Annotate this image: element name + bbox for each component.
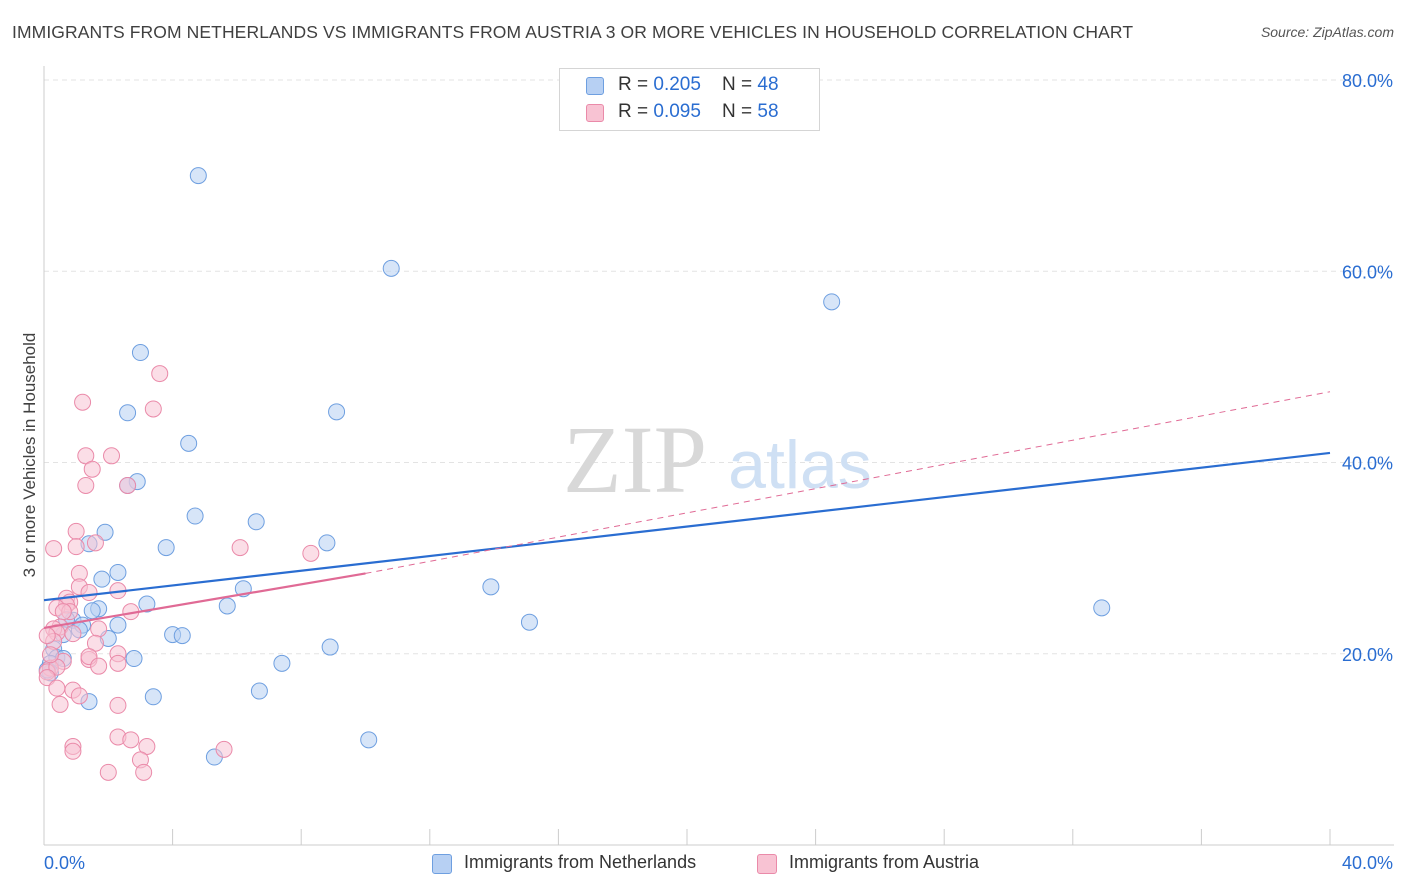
- netherlands-point: [823, 293, 841, 311]
- austria-point: [70, 687, 88, 705]
- netherlands-point: [218, 597, 236, 615]
- watermark-zip: ZIP: [563, 406, 707, 513]
- netherlands-point: [109, 563, 127, 581]
- netherlands-point: [119, 404, 137, 422]
- austria-point: [54, 603, 72, 621]
- austria-point: [144, 400, 162, 418]
- austria-n-label: N =: [722, 101, 758, 122]
- austria-r-label: R =: [618, 101, 654, 122]
- austria-point: [51, 695, 69, 713]
- netherlands-point: [321, 638, 339, 656]
- trend-lines: [43, 391, 1331, 630]
- netherlands-n-label: N =: [722, 74, 758, 95]
- netherlands-point: [131, 344, 149, 362]
- netherlands-point: [1093, 599, 1111, 617]
- austria-point: [45, 540, 63, 558]
- netherlands-point: [273, 654, 291, 672]
- austria-point: [122, 731, 140, 749]
- netherlands-point: [96, 523, 114, 541]
- y-tick-label: 60.0%: [1342, 262, 1393, 282]
- axes: [43, 66, 1394, 846]
- data-points: [38, 167, 1111, 781]
- netherlands-point: [382, 259, 400, 277]
- chart-title: IMMIGRANTS FROM NETHERLANDS VS IMMIGRANT…: [12, 22, 1134, 42]
- y-tick-label: 40.0%: [1342, 454, 1393, 474]
- austria-point: [135, 763, 153, 781]
- bottom-netherlands-swatch: [432, 854, 452, 874]
- bottom-austria-label: Immigrants from Austria: [789, 852, 980, 872]
- austria-r-value: 0.095: [653, 101, 701, 122]
- austria-point: [86, 534, 104, 552]
- netherlands-point: [180, 434, 198, 452]
- source-label: Source: ZipAtlas.com: [1260, 24, 1394, 40]
- austria-point: [109, 654, 127, 672]
- austria-point: [231, 539, 249, 557]
- netherlands-r-label: R =: [618, 74, 654, 95]
- austria-point: [41, 646, 59, 664]
- austria-point: [302, 544, 320, 562]
- netherlands-n-value: 48: [757, 74, 779, 95]
- austria-trend-extension: [365, 391, 1331, 574]
- netherlands-point: [157, 539, 175, 557]
- x-tick-label-max: 40.0%: [1342, 853, 1393, 873]
- austria-point: [109, 696, 127, 714]
- netherlands-r-value: 0.205: [653, 74, 701, 95]
- austria-point: [77, 476, 95, 494]
- y-tick-label: 20.0%: [1342, 645, 1393, 665]
- austria-point: [90, 620, 108, 638]
- austria-point: [103, 447, 121, 465]
- austria-point: [80, 584, 98, 602]
- netherlands-point: [93, 570, 111, 588]
- bottom-austria-swatch: [757, 854, 777, 874]
- austria-point: [64, 742, 82, 760]
- x-tick-label-min: 0.0%: [44, 853, 85, 873]
- netherlands-point: [247, 513, 265, 531]
- y-tick-label: 80.0%: [1342, 71, 1393, 91]
- austria-point: [215, 740, 233, 758]
- y-axis-title: 3 or more Vehicles in Household: [20, 333, 39, 578]
- netherlands-point: [138, 595, 156, 613]
- austria-point: [83, 460, 101, 478]
- netherlands-point: [482, 578, 500, 596]
- netherlands-point: [173, 627, 191, 645]
- austria-n-value: 58: [757, 101, 779, 122]
- stats-legend: R = 0.205 N = 48 R = 0.095 N = 58: [559, 68, 820, 131]
- watermark-atlas: atlas: [728, 427, 872, 503]
- bottom-netherlands-label: Immigrants from Netherlands: [464, 852, 697, 872]
- netherlands-trend-line: [43, 451, 1331, 602]
- netherlands-point: [189, 167, 207, 185]
- austria-point: [151, 365, 169, 383]
- austria-point: [99, 763, 117, 781]
- austria-swatch: [586, 104, 604, 122]
- netherlands-point: [328, 403, 346, 421]
- austria-point: [64, 625, 82, 643]
- austria-point: [67, 522, 85, 540]
- austria-point: [38, 627, 56, 645]
- netherlands-point: [520, 613, 538, 631]
- netherlands-point: [186, 507, 204, 525]
- netherlands-point: [83, 602, 101, 620]
- austria-point: [119, 476, 137, 494]
- netherlands-point: [109, 616, 127, 634]
- netherlands-point: [250, 682, 268, 700]
- austria-point: [38, 669, 56, 687]
- watermark: ZIP atlas: [563, 406, 872, 513]
- axis-labels: 20.0% 40.0% 60.0% 80.0% 0.0% 40.0% 3 or more V…: [20, 71, 1393, 873]
- austria-point: [74, 393, 92, 411]
- netherlands-point: [360, 731, 378, 749]
- austria-point: [67, 538, 85, 556]
- netherlands-swatch: [586, 77, 604, 95]
- austria-point: [48, 679, 66, 697]
- netherlands-point: [144, 688, 162, 706]
- gridlines: [44, 79, 1394, 655]
- austria-trend-line: [43, 572, 366, 630]
- austria-point: [90, 657, 108, 675]
- netherlands-point: [125, 650, 143, 668]
- netherlands-point: [318, 534, 336, 552]
